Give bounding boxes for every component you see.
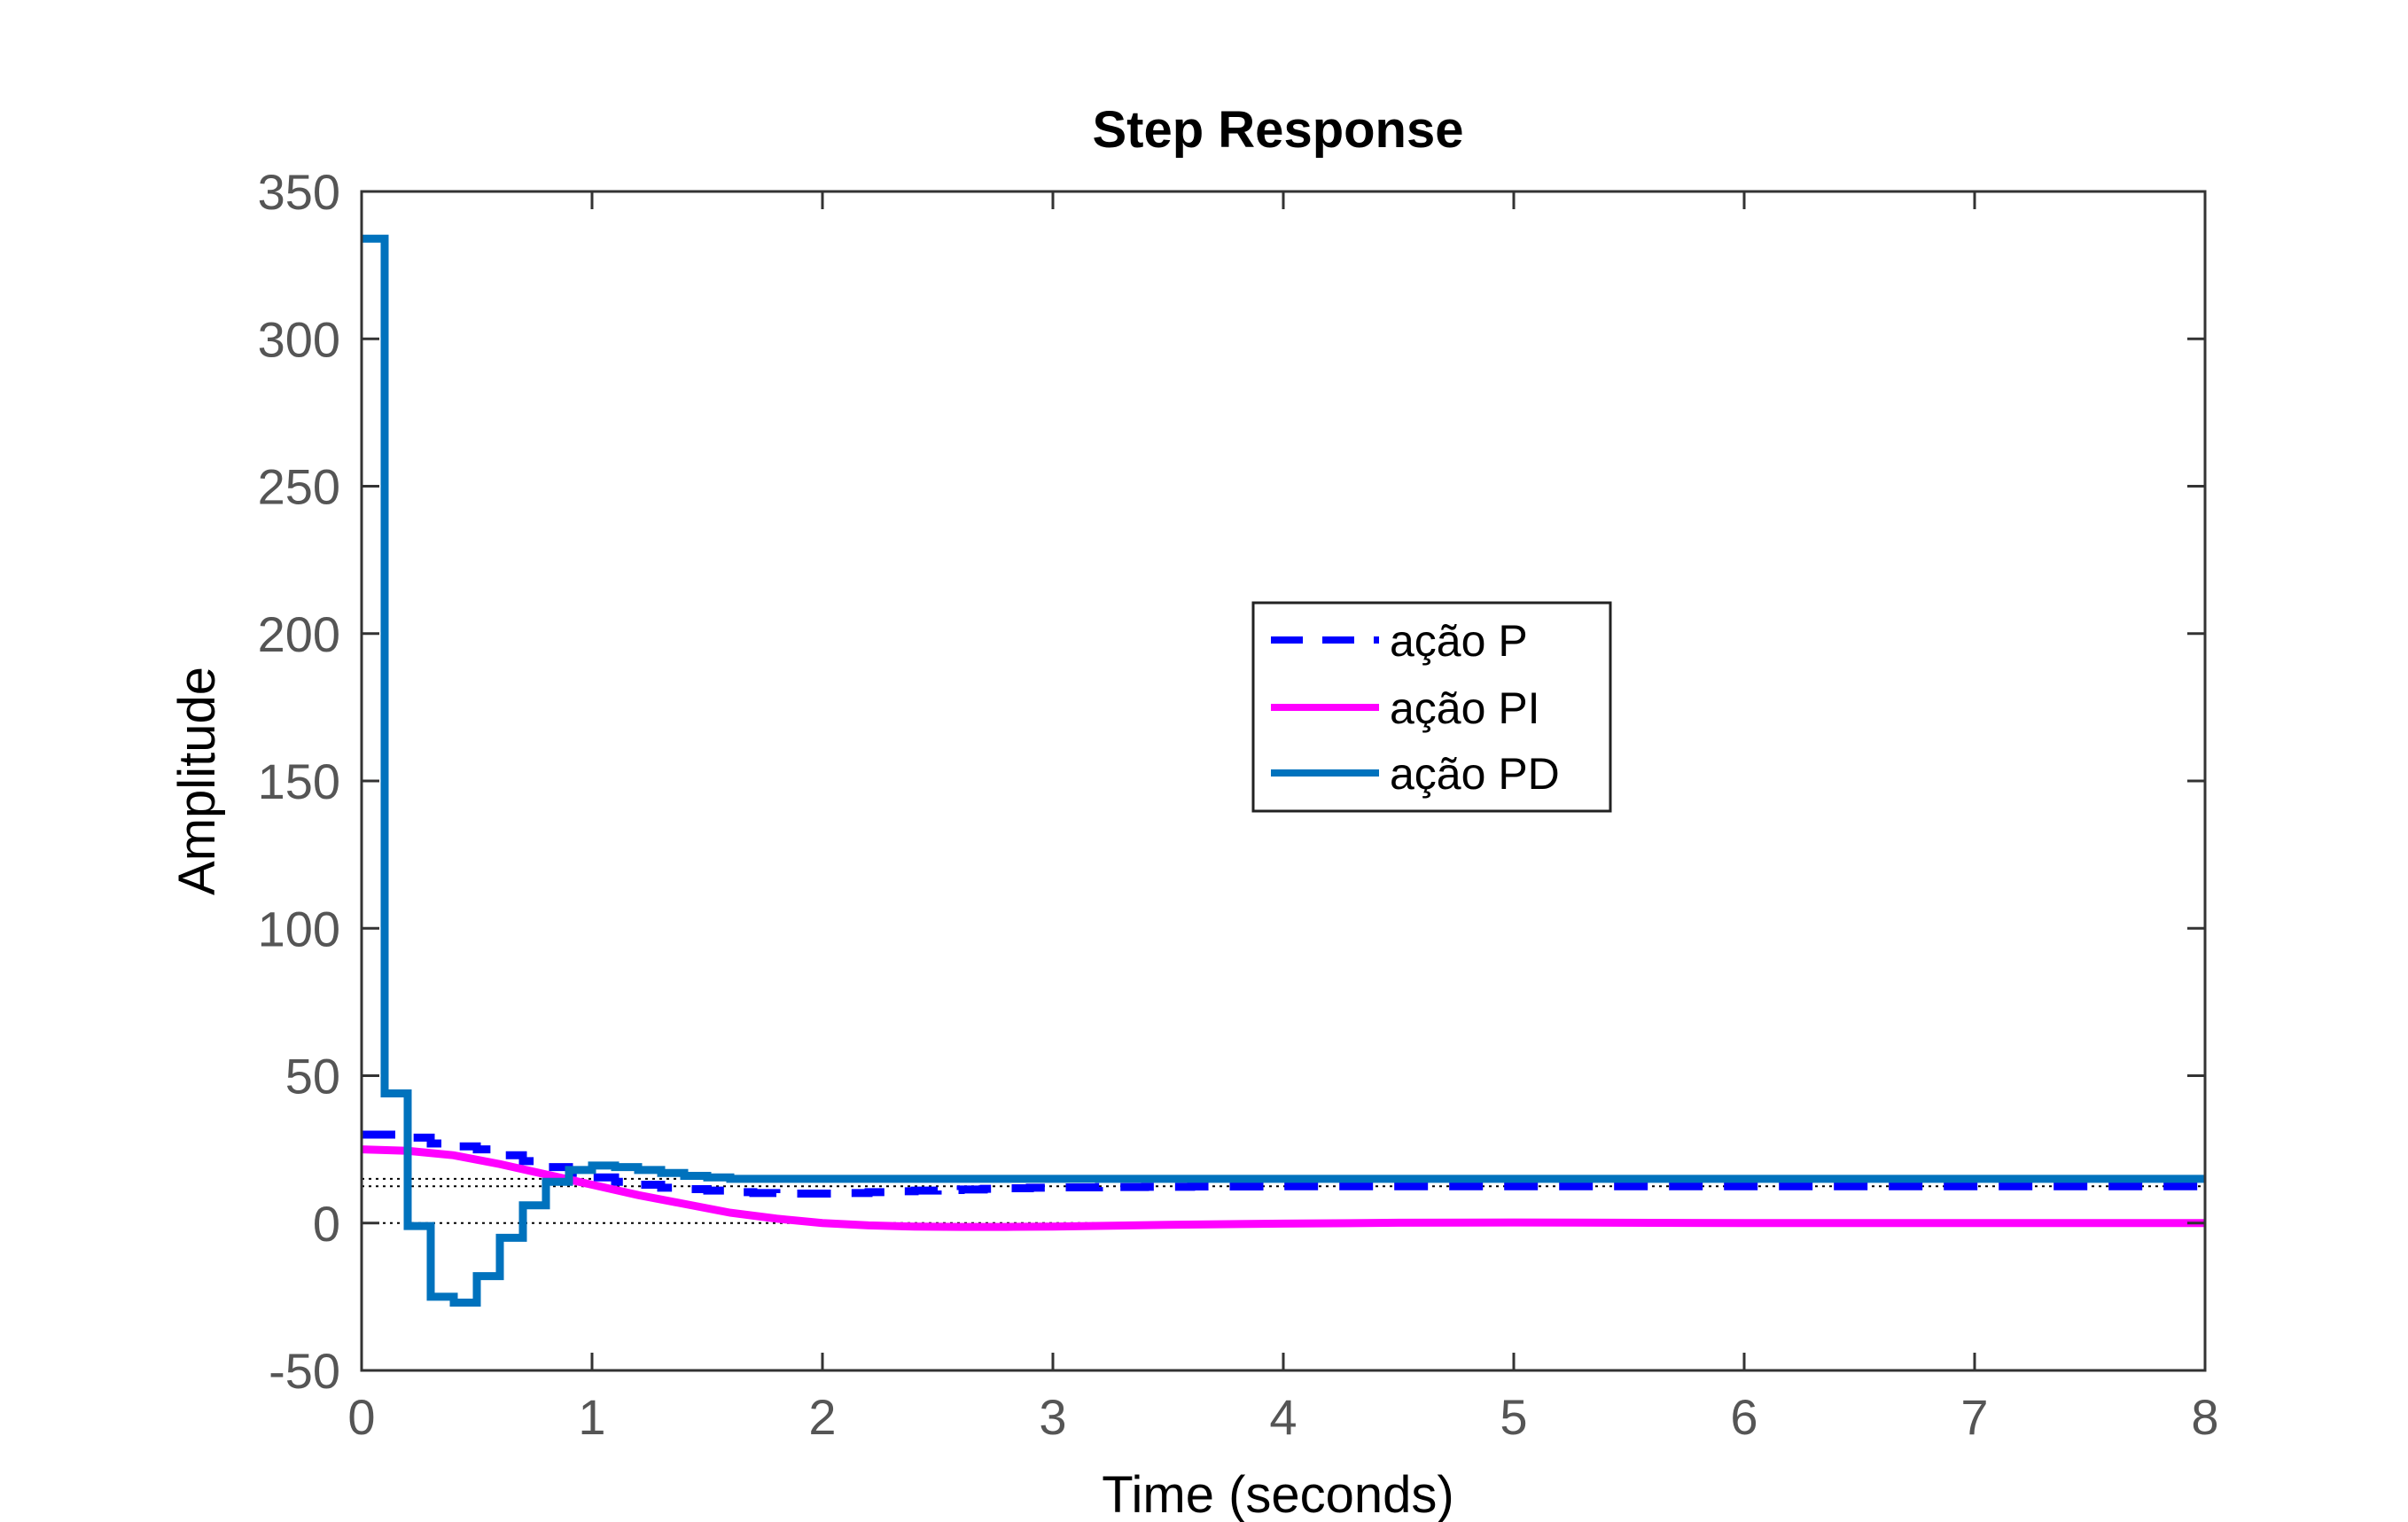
y-tick-label: -50 <box>269 1343 340 1399</box>
x-tick-labels: 0 1 2 3 4 5 6 7 8 <box>347 1389 2218 1445</box>
series-line-acao-p <box>362 1130 2205 1198</box>
y-tick-label: 200 <box>258 606 340 662</box>
y-axis-label: Amplitude <box>168 667 226 895</box>
x-tick-label: 2 <box>808 1389 836 1445</box>
y-tick-label: 0 <box>313 1196 340 1252</box>
chart-title: Step Response <box>1093 101 1464 159</box>
y-tick-label: 50 <box>285 1049 340 1104</box>
y-tick-labels: -50 0 50 100 150 200 250 300 350 <box>258 164 340 1399</box>
plot-frame <box>360 190 2207 1372</box>
y-tick-label: 150 <box>258 753 340 809</box>
x-tick-label: 3 <box>1039 1389 1066 1445</box>
x-tick-label: 1 <box>578 1389 605 1445</box>
series-line-acao-pd <box>362 234 2205 1307</box>
legend-label-acao-pi: ação PI <box>1390 683 1540 733</box>
x-tick-label: 0 <box>347 1389 375 1445</box>
legend-label-acao-pd: ação PD <box>1390 749 1560 799</box>
legend-label-acao-p: ação P <box>1390 616 1528 666</box>
x-axis-label: Time (seconds) <box>1102 1466 1454 1522</box>
x-tick-label: 4 <box>1269 1389 1297 1445</box>
series-layer <box>362 234 2205 1307</box>
y-tick-label: 300 <box>258 311 340 367</box>
legend: ação P ação PI ação PD <box>1251 601 1612 813</box>
x-tick-label: 6 <box>1730 1389 1757 1445</box>
y-tick-label: 350 <box>258 164 340 220</box>
series-line-acao-pi <box>362 1145 2205 1231</box>
y-tick-label: 250 <box>258 459 340 515</box>
y-tick-label: 100 <box>258 901 340 956</box>
x-tick-label: 5 <box>1500 1389 1527 1445</box>
x-tick-label: 7 <box>1960 1389 1988 1445</box>
x-tick-label: 8 <box>2191 1389 2218 1445</box>
